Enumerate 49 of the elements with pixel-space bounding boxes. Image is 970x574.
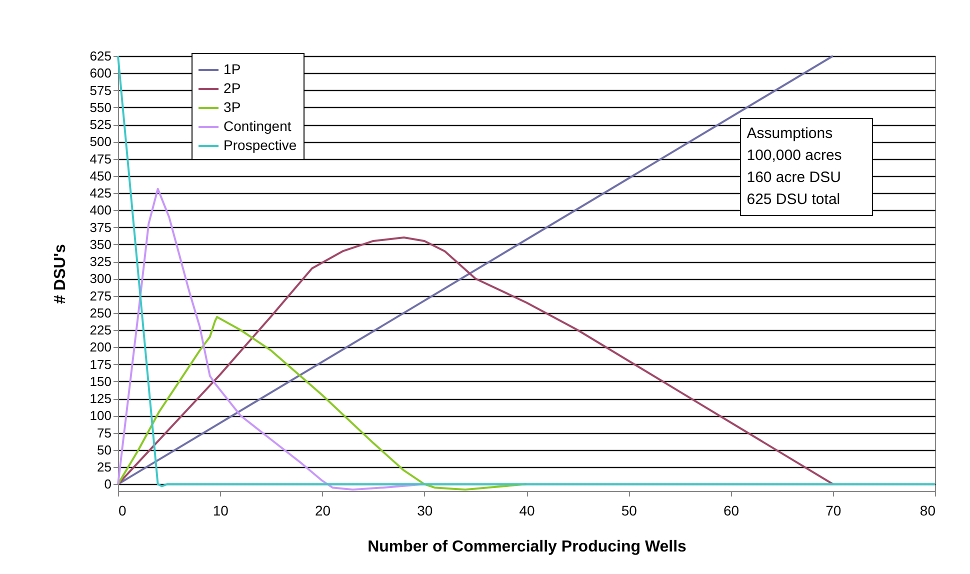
y-tick-label: 525 xyxy=(90,117,112,132)
y-tick-label: 325 xyxy=(90,254,112,270)
y-tick-label: 625 xyxy=(90,48,112,64)
annotation: 160 acre DSU xyxy=(746,168,842,188)
line-series xyxy=(117,188,426,491)
legend-label: Contingent xyxy=(224,118,292,134)
y-tick-label: 200 xyxy=(90,340,112,355)
y-tick-label: 600 xyxy=(90,66,112,81)
y-tick-label: 350 xyxy=(90,236,112,252)
y-tick-label: 0 xyxy=(104,476,112,492)
y-tick-label: 125 xyxy=(90,391,112,406)
annotation: Assumptions xyxy=(746,124,834,144)
x-tick-label: 0 xyxy=(118,502,126,518)
x-tick-label: 20 xyxy=(314,502,331,518)
x-tick-label: 70 xyxy=(826,502,842,518)
y-tick-label: 425 xyxy=(90,186,112,201)
y-tick-label: 450 xyxy=(90,168,112,184)
line-series xyxy=(117,236,834,486)
x-tick-label: 60 xyxy=(723,502,740,518)
y-tick-label: 25 xyxy=(97,460,112,475)
y-tick-label: 50 xyxy=(97,442,112,458)
annotation: 100,000 acres xyxy=(746,146,842,166)
line-series xyxy=(117,316,528,491)
x-tick-label: 30 xyxy=(417,502,433,518)
y-tick-label: 575 xyxy=(90,82,112,98)
annotation: 625 DSU total xyxy=(746,190,842,210)
y-tick-label: 175 xyxy=(90,356,112,372)
y-tick-label: 550 xyxy=(90,100,112,115)
y-tick-label: 250 xyxy=(90,305,112,320)
y-tick-label: 400 xyxy=(90,202,112,218)
y-tick-label: 225 xyxy=(90,322,112,338)
y-tick-label: 275 xyxy=(90,288,112,304)
y-tick-label: 150 xyxy=(90,374,112,389)
x-tick-label: 50 xyxy=(621,502,638,518)
legend-label: 3P xyxy=(224,99,241,115)
legend-label: 1P xyxy=(224,61,241,77)
y-axis-title: # DSU's xyxy=(52,244,69,304)
x-tick-label: 10 xyxy=(212,502,229,518)
x-axis-title: Number of Commercially Producing Wells xyxy=(368,538,687,556)
y-tick-label: 500 xyxy=(90,134,112,150)
x-tick-label: 40 xyxy=(519,502,535,518)
x-tick-label: 80 xyxy=(920,502,936,518)
legend-label: Prospective xyxy=(224,137,297,153)
legend-label: 2P xyxy=(224,80,241,96)
y-tick-label: 375 xyxy=(90,220,112,235)
y-tick-label: 75 xyxy=(97,425,112,440)
y-tick-label: 300 xyxy=(90,271,112,286)
y-tick-label: 100 xyxy=(90,408,112,424)
y-tick-label: 475 xyxy=(90,151,112,166)
